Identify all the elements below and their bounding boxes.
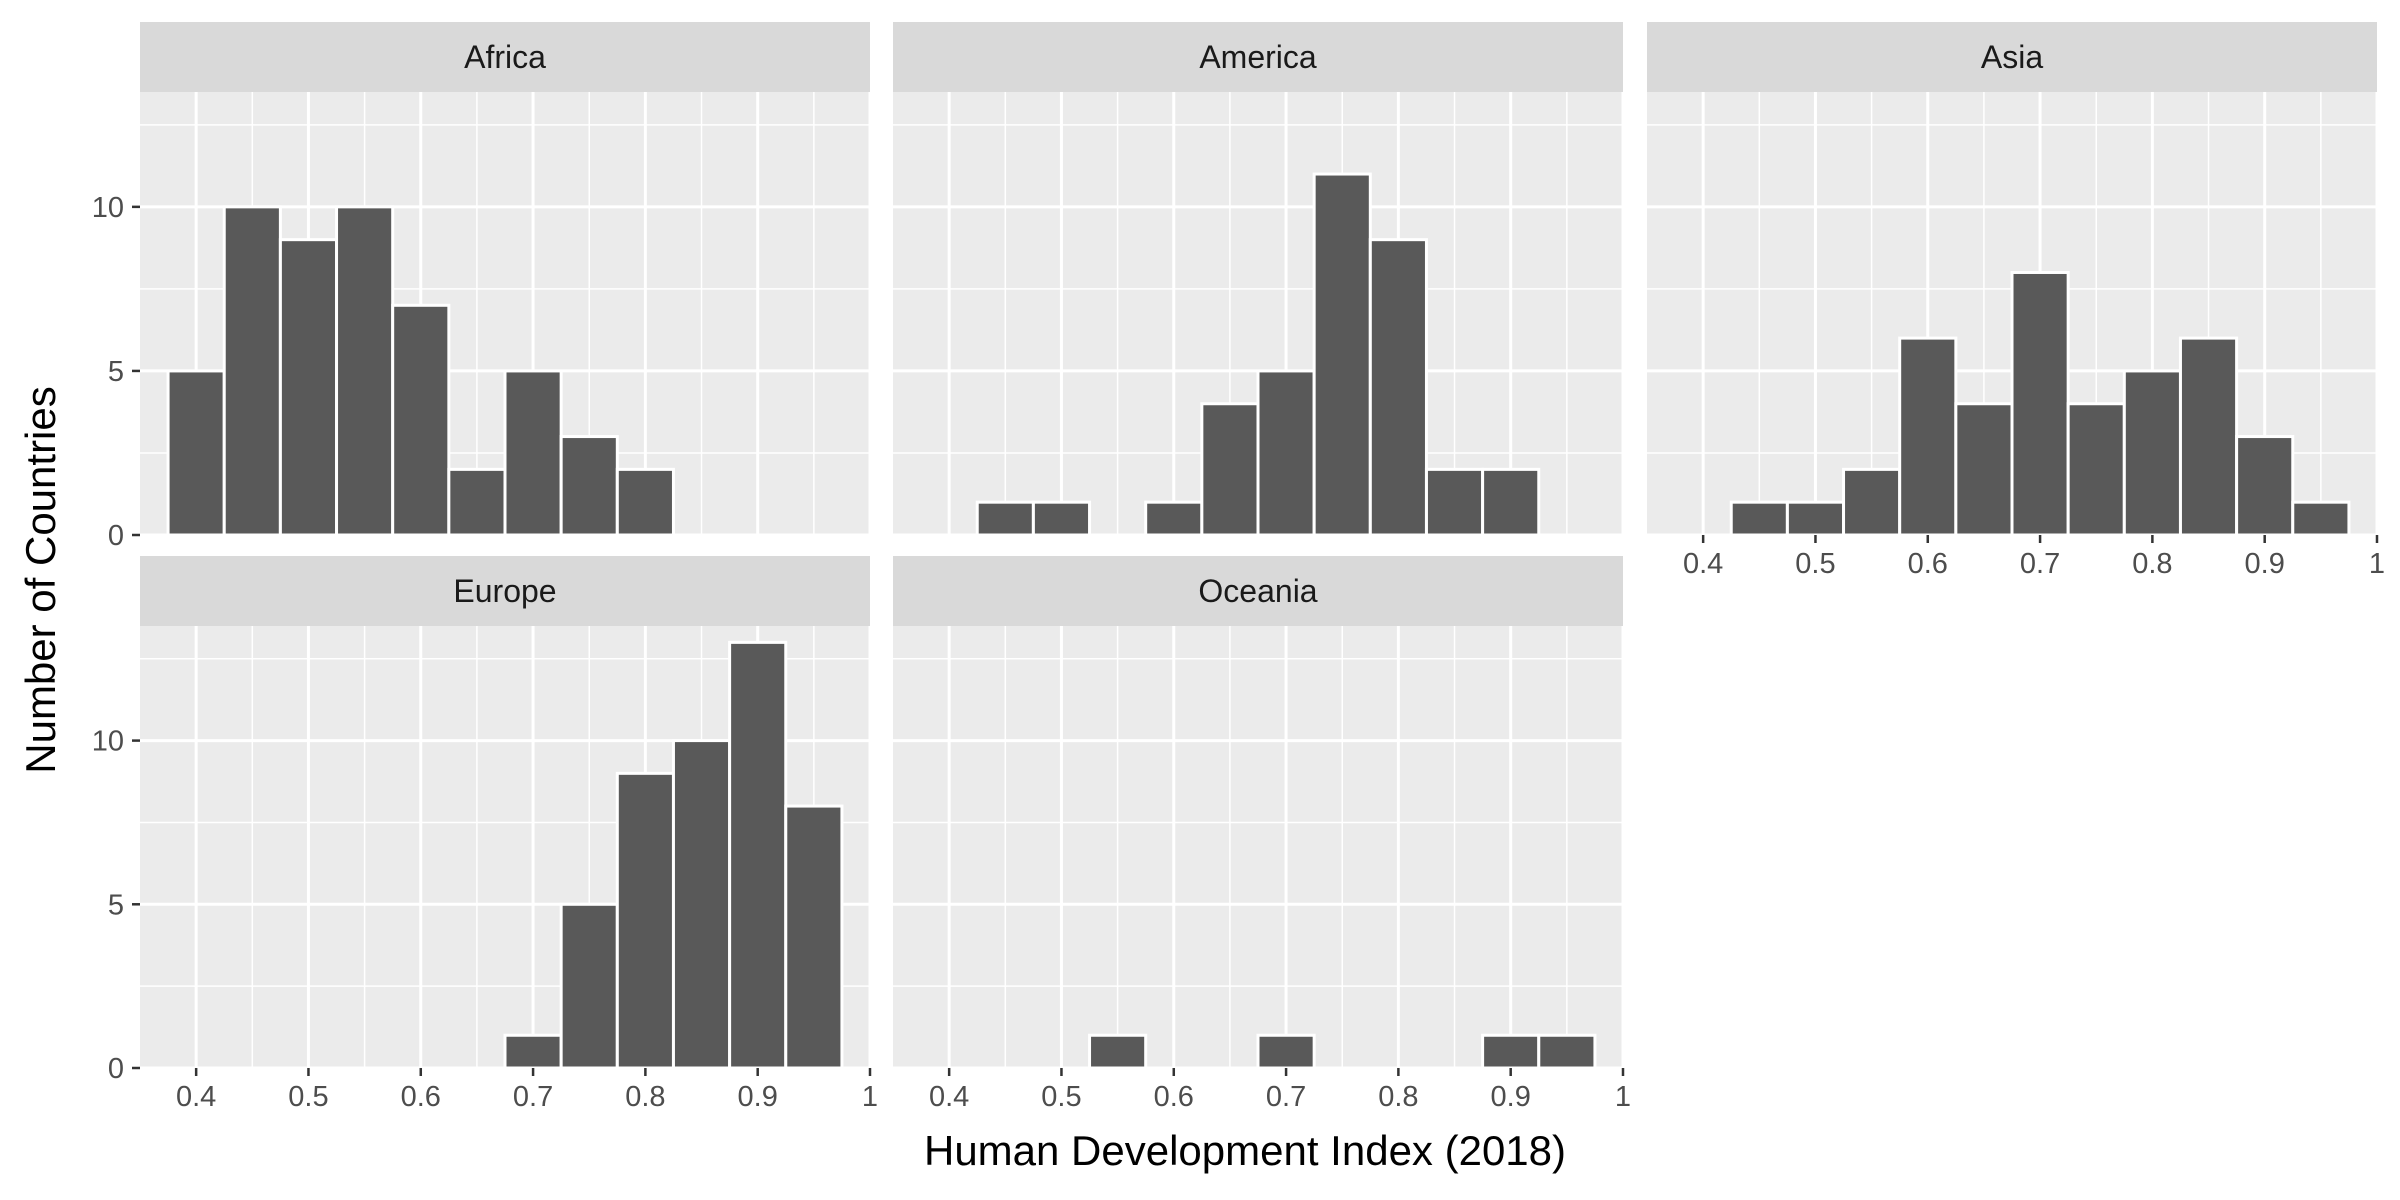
x-tick-label: 0.4 [1683, 548, 1723, 580]
x-tick-label: 0.9 [1491, 1081, 1531, 1113]
histogram-bar [1898, 336, 1958, 537]
facet-strip-label: Europe [453, 573, 556, 609]
x-tick-label: 0.9 [2245, 548, 2285, 580]
y-tick-label: 0 [108, 1053, 124, 1085]
histogram-bar [1368, 238, 1428, 537]
facet-panel-oceania: Oceania 0.4 0.5 0.6 0.7 0.8 0.9 1 [893, 556, 1631, 1113]
x-tick-label: 0.6 [1154, 1081, 1194, 1113]
x-tick-label: 0.6 [1908, 548, 1948, 580]
histogram-bar [1088, 1033, 1148, 1070]
x-tick-label: 0.5 [1795, 548, 1835, 580]
histogram-bar [1256, 1033, 1316, 1070]
histogram-bar [166, 369, 226, 537]
histogram-bar [503, 1033, 563, 1070]
facet-panel-asia: Asia 0.4 0.5 0.6 0.7 0.8 0.9 1 [1647, 22, 2385, 580]
y-tick-label: 10 [92, 726, 124, 758]
facet-strip-label: Oceania [1198, 573, 1317, 609]
histogram-bar [559, 902, 619, 1070]
histogram-bar [2178, 336, 2239, 537]
histogram-bar [784, 804, 844, 1070]
x-tick-label: 1 [862, 1081, 878, 1113]
x-tick-label: 0.9 [738, 1081, 778, 1113]
x-tick-label: 0.4 [929, 1081, 969, 1113]
histogram-bar [1200, 402, 1260, 537]
histogram-bar [1481, 1033, 1541, 1070]
histogram-bar [1256, 369, 1316, 537]
facet-panel-america: America [893, 22, 1625, 537]
y-tick-label: 5 [108, 356, 124, 388]
x-tick-label: 1 [1615, 1081, 1631, 1113]
facet-strip-label: Asia [1981, 39, 2043, 75]
x-axis-title: Human Development Index (2018) [924, 1127, 1566, 1174]
histogram-bar [1729, 500, 1789, 537]
histogram-bar [615, 467, 675, 537]
facet-strip [1647, 22, 2377, 92]
histogram-bar [335, 205, 395, 537]
histogram-bar [1144, 500, 1204, 537]
histogram-bar [1312, 172, 1372, 537]
y-tick-label: 0 [108, 520, 124, 552]
histogram-bar [278, 238, 339, 537]
histogram-bar [2235, 435, 2295, 537]
x-tick-label: 0.5 [288, 1081, 328, 1113]
facet-strip-label: America [1199, 39, 1317, 75]
x-tick-label: 0.6 [401, 1081, 441, 1113]
x-tick-label: 0.8 [2132, 548, 2172, 580]
histogram-bar [1424, 467, 1485, 537]
histogram-bar [1842, 467, 1902, 537]
facet-strip [893, 556, 1623, 626]
histogram-bar [1031, 500, 1092, 537]
histogram-bar [2122, 369, 2182, 537]
histogram-bar [1954, 402, 2014, 537]
histogram-bar [1537, 1033, 1597, 1070]
x-tick-label: 0.7 [2020, 548, 2060, 580]
histogram-bar [222, 205, 282, 537]
histogram-bar [975, 500, 1035, 537]
histogram-bar [2010, 270, 2070, 537]
histogram-bar [391, 303, 451, 537]
x-tick-label: 0.7 [1266, 1081, 1306, 1113]
histogram-bar [1481, 467, 1541, 537]
histogram-bar [1785, 500, 1846, 537]
histogram-bar [2291, 500, 2351, 537]
y-axis-title: Number of Countries [17, 386, 64, 774]
histogram-bar [2066, 402, 2126, 537]
facet-panel-africa: Africa 0 5 10 [92, 22, 872, 552]
x-tick-label: 1 [2369, 548, 2385, 580]
histogram-bar [503, 369, 563, 537]
histogram-bar [559, 435, 619, 537]
facet-strip-label: Africa [464, 39, 546, 75]
histogram-bar [728, 640, 788, 1070]
histogram-bar [671, 739, 732, 1070]
y-tick-label: 10 [92, 192, 124, 224]
facet-strip [893, 22, 1623, 92]
y-tick-label: 5 [108, 889, 124, 921]
histogram-bar [447, 467, 507, 537]
x-tick-label: 0.8 [1378, 1081, 1418, 1113]
facet-strip [140, 22, 870, 92]
panel-background [893, 626, 1623, 1068]
x-tick-label: 0.7 [513, 1081, 553, 1113]
x-tick-label: 0.5 [1041, 1081, 1081, 1113]
x-tick-label: 0.8 [625, 1081, 665, 1113]
histogram-bar [615, 771, 675, 1070]
facet-strip [140, 556, 870, 626]
x-tick-label: 0.4 [176, 1081, 216, 1113]
